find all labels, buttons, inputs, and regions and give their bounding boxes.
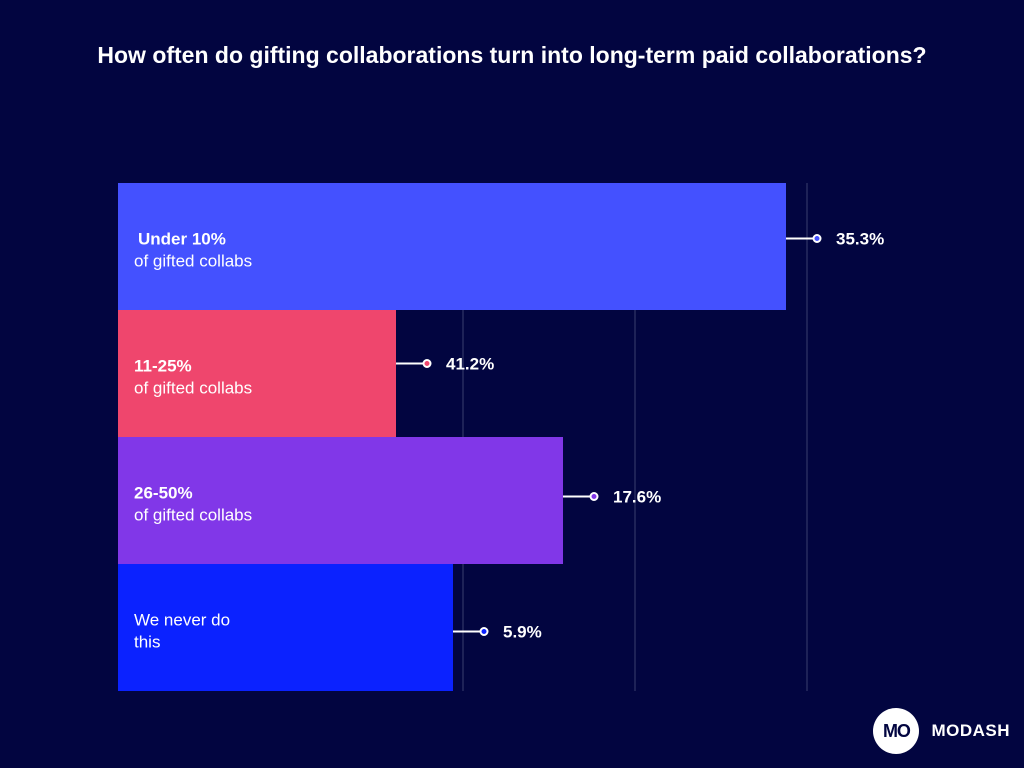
bar-label-4: We never do this	[134, 611, 230, 652]
bar-label-1: Under 10% of gifted collabs	[134, 230, 252, 271]
brand: MO MODASH	[873, 708, 1010, 754]
value-label-2: 41.2%	[446, 355, 494, 374]
connector-dot-4	[479, 627, 489, 636]
bar-3	[118, 437, 563, 564]
bar-label-3: 26-50% of gifted collabs	[134, 484, 252, 525]
brand-name: MODASH	[931, 721, 1010, 740]
connector-dot-1	[812, 234, 822, 243]
modash-logo-icon: MO	[873, 708, 920, 754]
connector-dot-3	[589, 492, 599, 501]
value-label-4: 5.9%	[503, 623, 542, 642]
bar-label-2: 11-25% of gifted collabs	[134, 357, 252, 398]
bar-4	[118, 564, 453, 691]
chart-title: How often do gifting collaborations turn…	[97, 42, 927, 68]
value-label-1: 35.3%	[836, 230, 884, 249]
bar-1	[118, 183, 786, 310]
bar-2	[118, 310, 396, 437]
connector-dot-2	[422, 359, 432, 368]
value-label-3: 17.6%	[613, 488, 661, 507]
